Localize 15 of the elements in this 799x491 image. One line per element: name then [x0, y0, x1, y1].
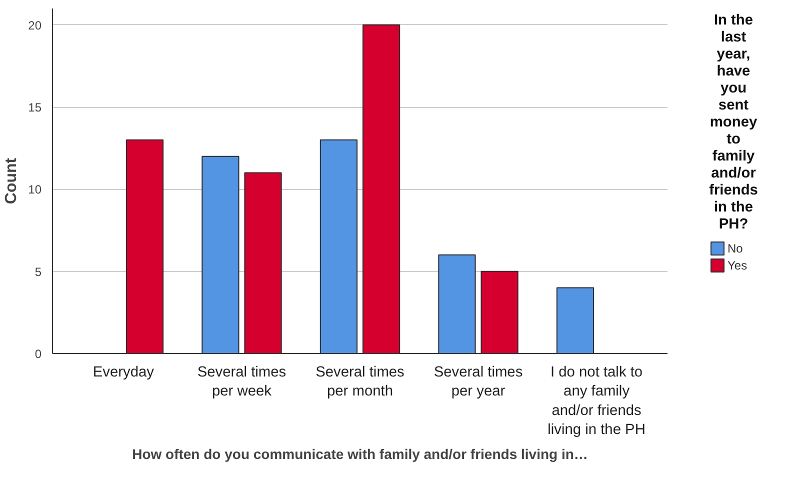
y-tick-label: 20 — [28, 18, 42, 32]
text: In the last year, have you sent money to family and/or friends in the PH? — [709, 12, 758, 232]
legend-label: Yes — [728, 258, 748, 272]
y-axis-title: Count — [3, 157, 20, 204]
y-tick-label: 10 — [28, 182, 42, 197]
x-tick-label: Several times per month — [316, 364, 404, 400]
x-tick-label: Everyday — [92, 364, 155, 380]
legend-label: No — [728, 242, 744, 256]
x-tick-label: Several times per week — [197, 364, 286, 400]
y-tick-label: 5 — [34, 264, 42, 279]
x-axis-title: How often do you communicate with family and/or friends living in… — [132, 446, 588, 462]
y-tick-label: 0 — [34, 347, 42, 361]
x-tick-label: I do not talk to any family and/or friends living in the PH — [548, 364, 646, 438]
y-tick-label: 15 — [28, 100, 42, 115]
x-tick-label: Several times per year — [434, 364, 523, 400]
